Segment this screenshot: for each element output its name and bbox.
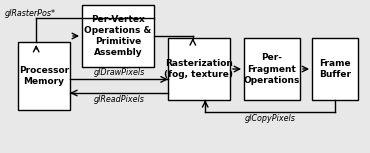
Text: glCopyPixels: glCopyPixels xyxy=(245,114,296,123)
Bar xyxy=(168,38,230,100)
Text: Frame
Buffer: Frame Buffer xyxy=(319,59,351,79)
Bar xyxy=(244,38,300,100)
Text: Processor
Memory: Processor Memory xyxy=(19,66,69,86)
Bar xyxy=(18,42,70,110)
Text: Per-
Fragment
Operations: Per- Fragment Operations xyxy=(244,53,300,85)
Text: Per-Vertex
Operations &
Primitive
Assembly: Per-Vertex Operations & Primitive Assemb… xyxy=(84,15,152,57)
Text: glRasterPos*: glRasterPos* xyxy=(5,9,56,19)
Text: glReadPixels: glReadPixels xyxy=(94,95,144,104)
Text: Rasterization
(fog, texture): Rasterization (fog, texture) xyxy=(165,59,233,79)
Bar xyxy=(82,5,154,67)
Bar xyxy=(312,38,358,100)
Text: glDrawPixels: glDrawPixels xyxy=(93,68,145,77)
